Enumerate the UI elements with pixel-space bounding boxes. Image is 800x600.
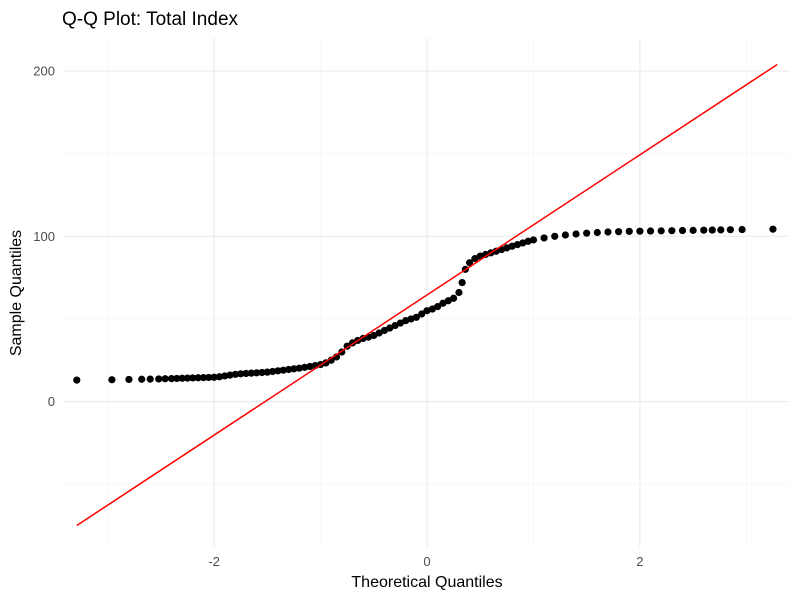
data-point [210,373,218,381]
data-point [726,226,734,234]
y-tick-label: 100 [33,229,55,244]
data-point [615,228,623,236]
data-point [657,227,665,235]
reference-line [76,63,778,527]
data-point [73,376,81,384]
data-point [199,374,208,382]
data-point [108,376,116,384]
data-point [300,363,309,371]
y-tick-label: 0 [48,394,55,409]
data-point [253,369,261,377]
data-point [167,375,176,383]
data-point [189,374,197,382]
data-point [636,227,644,235]
data-point [593,228,601,237]
data-point [161,375,169,383]
data-point [125,375,133,384]
sample-points [73,225,777,384]
data-point [226,371,234,379]
data-point [625,227,633,235]
x-tick-label: -2 [208,554,220,569]
data-point [583,229,591,237]
data-point [604,228,612,236]
chart-title: Q-Q Plot: Total Index [62,9,239,30]
y-tick-label: 200 [33,64,55,79]
data-point [279,366,287,374]
data-point [183,374,192,382]
x-tick-label: 0 [423,554,430,569]
data-point [146,375,154,383]
data-point [450,294,458,302]
data-point [285,365,293,374]
data-point [231,370,239,378]
data-point [295,364,303,372]
data-point [306,362,314,371]
data-point [247,369,255,377]
data-point [274,367,282,375]
data-point [465,259,474,267]
data-point [551,232,559,240]
data-point [155,375,163,383]
x-tick-label: 2 [636,554,643,569]
y-axis-title: Sample Quantiles [8,230,25,356]
data-point [242,369,250,378]
x-axis-tick-labels: -2 0 2 [208,554,643,569]
data-point [529,236,538,244]
x-axis-title: Theoretical Quantiles [351,574,502,591]
data-point [138,375,146,383]
y-axis-tick-labels: 0 100 200 [33,64,55,410]
data-point [738,225,746,234]
data-point [173,374,181,383]
data-point [221,372,229,380]
data-point [269,367,277,376]
data-point [678,226,687,235]
data-point [572,230,580,238]
data-point [263,368,271,376]
data-point [458,278,466,287]
data-point [237,370,245,378]
data-point [646,227,655,235]
data-point [668,227,676,235]
data-point [434,302,442,311]
data-point [290,365,298,373]
data-point [418,310,426,318]
data-point [258,368,266,377]
data-point [708,226,716,234]
data-point [700,226,708,234]
data-point [455,288,463,297]
data-point [717,226,725,234]
data-point [215,373,224,381]
data-point [178,374,186,382]
data-point [561,231,569,239]
data-point [689,226,697,234]
major-grid [64,38,790,547]
data-point [540,234,548,242]
data-point [194,374,202,382]
data-point [412,313,420,321]
data-point [769,225,777,233]
data-point [205,373,213,382]
